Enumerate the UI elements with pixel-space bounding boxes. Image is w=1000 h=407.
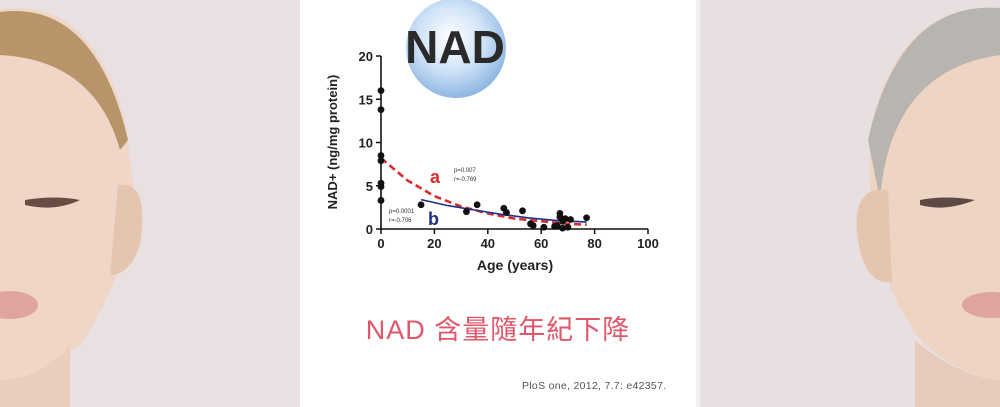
- data-points: [377, 87, 590, 232]
- nad-age-chart: NAD 0 5 10 15 20 0 20 40 60 80 100 Age (years) NA…: [325, 0, 659, 273]
- x-tick-label: 60: [534, 236, 548, 251]
- curve-b-r-value: r=-0.706: [389, 218, 412, 224]
- x-axis-ticks: 0 20 40 60 80 100: [377, 229, 659, 251]
- data-point: [567, 216, 574, 223]
- curve-a-p-value: p=0.007: [454, 168, 477, 174]
- data-point: [529, 222, 537, 229]
- data-point: [540, 223, 548, 231]
- panel-divider: [696, 0, 700, 407]
- y-tick-label: 20: [359, 49, 373, 64]
- y-tick-label: 10: [359, 136, 373, 151]
- data-point: [503, 209, 510, 216]
- data-point: [377, 197, 385, 204]
- data-point: [377, 87, 385, 94]
- data-point: [473, 201, 481, 209]
- data-point: [377, 157, 385, 165]
- curve-a-label: a: [430, 167, 441, 187]
- aged-face-photo: [700, 0, 1000, 407]
- data-point: [417, 201, 425, 209]
- x-tick-label: 0: [377, 236, 384, 251]
- x-axis-label: Age (years): [477, 257, 553, 273]
- young-face-illustration: [0, 0, 300, 407]
- aged-face-illustration: [700, 0, 1000, 407]
- data-point: [561, 215, 569, 223]
- data-point: [583, 214, 590, 222]
- y-axis-label: NAD+ (ng/mg protein): [325, 75, 340, 210]
- data-point: [463, 208, 470, 216]
- x-tick-label: 20: [427, 236, 441, 251]
- citation: PloS one, 2012, 7.7: e42357.: [522, 380, 667, 392]
- young-face-photo: [0, 0, 300, 407]
- x-tick-label: 100: [637, 236, 659, 251]
- y-axis-ticks: 0 5 10 15 20: [359, 49, 381, 237]
- data-point: [564, 223, 572, 231]
- logo-text: NAD: [405, 21, 505, 73]
- nad-logo: NAD: [405, 0, 506, 98]
- curve-a-r-value: r=-0.769: [454, 177, 477, 183]
- y-tick-label: 5: [366, 179, 373, 194]
- data-point: [559, 224, 566, 232]
- data-point: [377, 183, 385, 191]
- x-tick-label: 80: [587, 236, 601, 251]
- x-tick-label: 40: [481, 236, 495, 251]
- fit-curve-b: [420, 198, 587, 223]
- data-point: [377, 106, 385, 114]
- data-point: [553, 222, 561, 229]
- y-tick-label: 0: [366, 222, 373, 237]
- curve-b-p-value: p=0.0001: [389, 209, 415, 215]
- chart-panel: NAD 0 5 10 15 20 0 20 40 60 80 100 Age (years) NA…: [300, 0, 696, 407]
- data-point: [519, 207, 526, 215]
- headline: NAD 含量隨年紀下降: [365, 315, 631, 345]
- bubble-icon: [406, 0, 506, 98]
- y-tick-label: 15: [359, 92, 373, 107]
- data-point: [377, 152, 385, 159]
- curve-b-label: b: [428, 209, 439, 229]
